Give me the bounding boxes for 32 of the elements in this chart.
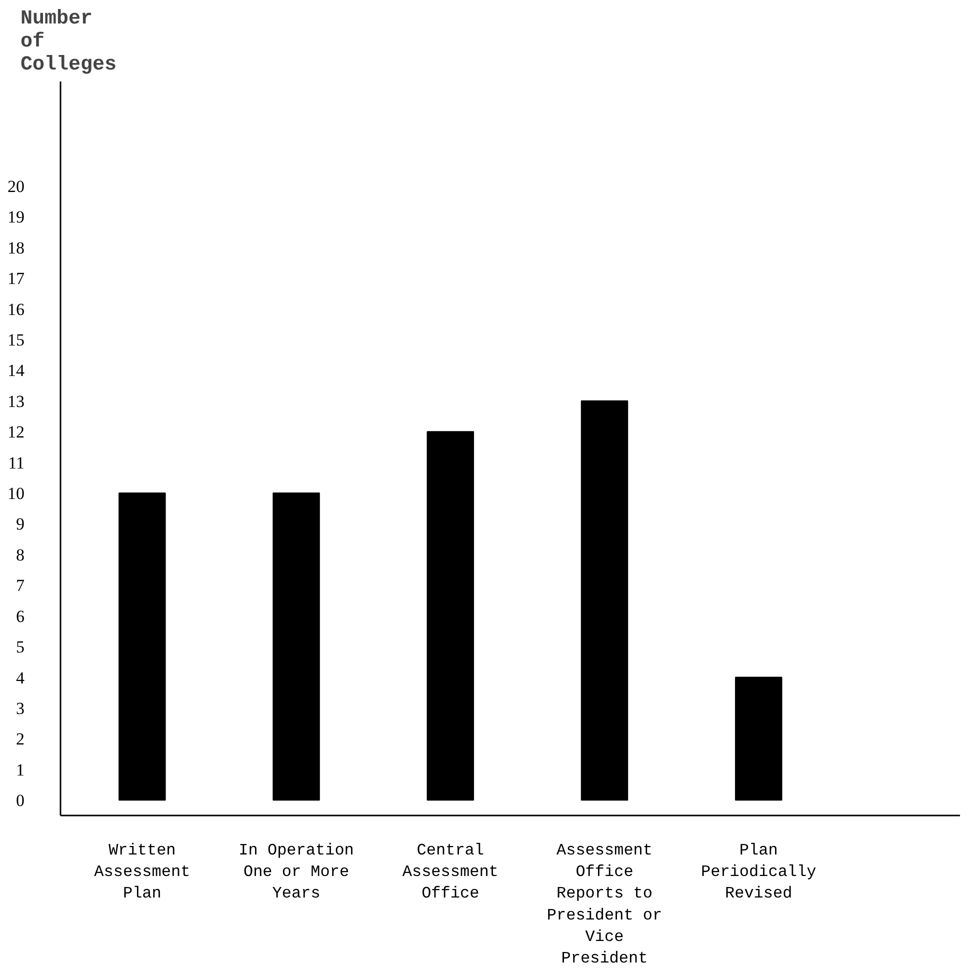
y-tick-label: 16 (8, 300, 24, 319)
y-tick-label: 0 (16, 791, 24, 810)
y-tick-label: 18 (8, 238, 24, 258)
y-tick-label: 8 (16, 545, 24, 564)
y-tick-label: 4 (16, 668, 25, 688)
y-tick-label: 20 (8, 176, 24, 196)
y-tick-label: 7 (16, 576, 25, 596)
x-tick-label: In Operation One or More Years (238, 842, 354, 903)
bar (272, 492, 320, 801)
y-tick-label: 6 (16, 606, 24, 626)
y-tick-label: 9 (16, 514, 24, 534)
y-axis-title: Number of Colleges (20, 8, 117, 76)
y-tick-label: 3 (16, 699, 24, 718)
y-tick-label: 10 (8, 484, 24, 504)
x-tick-label: Central Assessment Office (402, 842, 498, 903)
y-tick-label: 12 (8, 422, 24, 442)
bar (426, 431, 474, 801)
y-tick-label: 14 (8, 361, 25, 380)
y-tick-label: 15 (8, 330, 24, 350)
y-tick-label: 13 (8, 392, 24, 411)
bar (735, 676, 782, 801)
bar (580, 400, 628, 801)
y-tick-label: 17 (8, 269, 25, 288)
y-tick-label: 2 (16, 730, 24, 749)
y-tick-label: 11 (8, 453, 25, 472)
x-tick-label: Assessment Office Reports to President or Vice President (546, 842, 662, 968)
x-tick-label: Plan Periodically Revised (701, 842, 817, 903)
y-tick-label: 1 (16, 760, 24, 780)
y-tick-label: 19 (8, 208, 24, 227)
x-tick-label: Written Assessment Plan (94, 842, 190, 903)
y-tick-label: 5 (16, 638, 24, 657)
bar (118, 492, 166, 801)
